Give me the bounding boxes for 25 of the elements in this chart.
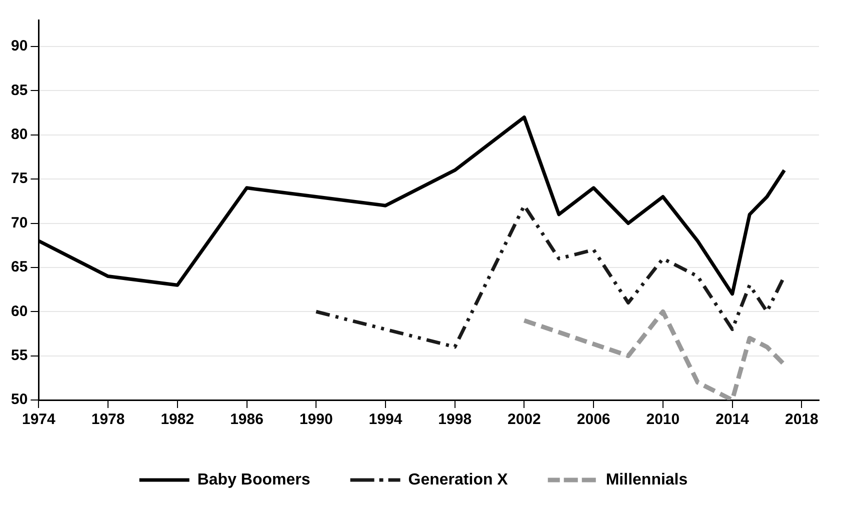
y-tick-label: 85 (10, 82, 28, 99)
legend-label: Millennials (606, 471, 688, 488)
y-tick-label: 60 (10, 302, 28, 320)
x-tick-label: 1994 (368, 411, 403, 428)
x-tick-label: 1986 (230, 411, 264, 428)
x-tick-label: 1978 (91, 411, 125, 428)
y-tick-label: 75 (10, 170, 28, 188)
x-tick-label: 1982 (160, 411, 194, 428)
y-tick-label: 50 (10, 391, 28, 408)
legend-label: Baby Boomers (197, 471, 310, 488)
x-tick-label: 2010 (646, 411, 680, 428)
x-tick-label: 2018 (784, 411, 818, 428)
legend-label: Generation X (408, 471, 508, 488)
x-tick-label: 2006 (576, 411, 610, 428)
x-tick-label: 1998 (438, 411, 472, 428)
y-tick-label: 90 (10, 38, 28, 55)
line-series (522, 309, 787, 400)
y-tick-label: 65 (10, 258, 28, 276)
y-tick-label: 70 (10, 214, 28, 232)
y-tick-label: 80 (10, 126, 28, 144)
y-tick-label: 55 (10, 346, 28, 364)
x-tick-label: 1974 (22, 411, 56, 428)
x-tick-label: 2014 (716, 411, 750, 428)
x-tick-label: 2002 (508, 411, 541, 428)
x-tick-label: 1990 (299, 411, 333, 428)
